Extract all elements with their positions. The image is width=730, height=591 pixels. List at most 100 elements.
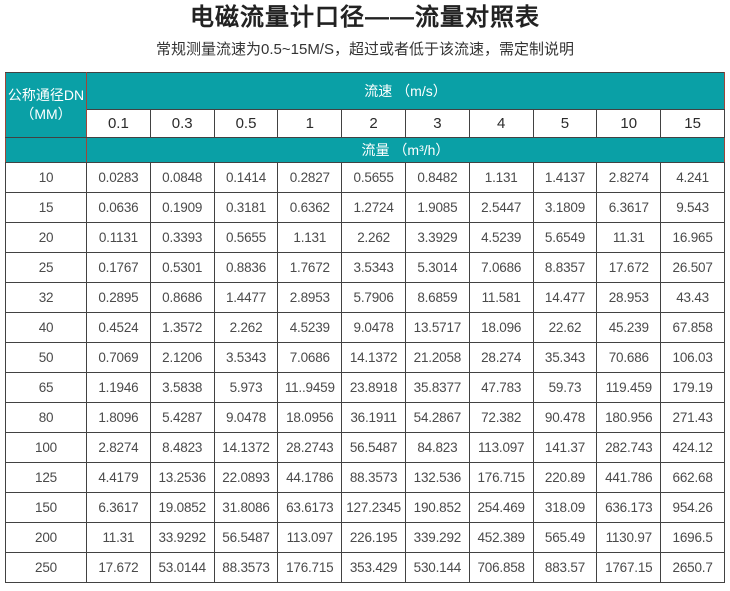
flow-value-cell: 53.0144 (149, 552, 215, 583)
flow-value-cell: 16.965 (660, 222, 725, 253)
flow-value-cell: 0.8836 (213, 252, 279, 283)
flow-value-cell: 1.7672 (277, 252, 343, 283)
flow-value-cell: 226.195 (341, 522, 406, 553)
flow-value-cell: 56.5487 (341, 432, 406, 463)
table-body: 10 0.0283 0.0848 0.1414 0.2827 0.5655 0.8482 1.… (5, 162, 725, 583)
flow-value-cell: 19.0852 (149, 492, 215, 523)
flow-value-cell: 5.973 (213, 372, 279, 403)
flow-value-cell: 530.144 (404, 552, 470, 583)
dn-cell: 50 (5, 342, 87, 373)
flow-value-cell: 2650.7 (660, 552, 725, 583)
flow-value-cell: 6.3617 (86, 492, 151, 523)
flow-value-cell: 662.68 (660, 462, 725, 493)
table-row: 150 6.3617 19.0852 31.8086 63.6173 127.2345 19… (5, 492, 725, 523)
velocity-value-cell: 5 (532, 109, 598, 138)
flow-value-cell: 0.1131 (86, 222, 151, 253)
flow-value-cell: 441.786 (596, 462, 662, 493)
flow-value-cell: 63.6173 (277, 492, 343, 523)
flow-value-cell: 54.2867 (404, 402, 470, 433)
flow-value-cell: 4.241 (660, 162, 725, 193)
velocity-value-cell: 2 (341, 109, 406, 138)
dn-cell: 15 (5, 192, 87, 223)
flow-value-cell: 127.2345 (341, 492, 406, 523)
flow-value-cell: 636.173 (596, 492, 662, 523)
flow-value-cell: 318.09 (532, 492, 598, 523)
dn-cell: 32 (5, 282, 87, 313)
flow-value-cell: 1.131 (277, 222, 343, 253)
flow-value-cell: 43.43 (660, 282, 725, 313)
flow-value-cell: 18.0956 (277, 402, 343, 433)
dn-cell: 250 (5, 552, 87, 583)
flow-value-cell: 1.1946 (86, 372, 151, 403)
flow-value-cell: 14.1372 (341, 342, 406, 373)
table-row: 15 0.0636 0.1909 0.3181 0.6362 1.2724 1.9085 2.… (5, 192, 725, 223)
dn-cell: 65 (5, 372, 87, 403)
velocity-values-row: 0.1 0.3 0.5 1 2 3 4 5 10 15 (6, 109, 725, 138)
flow-value-cell: 17.672 (596, 252, 662, 283)
flow-value-cell: 0.1767 (86, 252, 151, 283)
table-row: 80 1.8096 5.4287 9.0478 18.0956 36.1911 54.286… (5, 402, 725, 433)
flow-value-cell: 84.823 (404, 432, 470, 463)
flow-value-cell: 0.5655 (213, 222, 279, 253)
flow-value-cell: 0.0283 (86, 162, 151, 193)
flow-value-cell: 11..9459 (277, 372, 343, 403)
table-row: 20 0.1131 0.3393 0.5655 1.131 2.262 3.3929 4.52… (5, 222, 725, 253)
flow-value-cell: 0.8482 (404, 162, 470, 193)
table-row: 100 2.8274 8.4823 14.1372 28.2743 56.5487 84.8… (5, 432, 725, 463)
velocity-value-cell: 0.3 (149, 109, 215, 138)
flow-value-cell: 67.858 (660, 312, 725, 343)
flow-value-cell: 2.8274 (596, 162, 662, 193)
flow-header-row: 流量 （m³/h） (5, 137, 725, 163)
flow-header-cell: 流量 （m³/h） (86, 137, 725, 163)
flow-value-cell: 23.8918 (341, 372, 406, 403)
table-row: 125 4.4179 13.2536 22.0893 44.1786 88.3573 132… (5, 462, 725, 493)
flow-value-cell: 2.8953 (277, 282, 343, 313)
flow-value-cell: 0.6362 (277, 192, 343, 223)
flow-value-cell: 70.686 (596, 342, 662, 373)
flow-value-cell: 1.9085 (404, 192, 470, 223)
flow-value-cell: 113.097 (277, 522, 343, 553)
table-row: 50 0.7069 2.1206 3.5343 7.0686 14.1372 21.2058… (5, 342, 725, 373)
flow-value-cell: 5.6549 (532, 222, 598, 253)
table-row: 250 17.672 53.0144 88.3573 176.715 353.429 530… (5, 552, 725, 583)
flow-value-cell: 119.459 (596, 372, 662, 403)
flow-value-cell: 8.4823 (149, 432, 215, 463)
flow-value-cell: 35.343 (532, 342, 598, 373)
flow-value-cell: 22.0893 (213, 462, 279, 493)
flow-value-cell: 14.1372 (213, 432, 279, 463)
flow-value-cell: 14.477 (532, 282, 598, 313)
flow-value-cell: 5.4287 (149, 402, 215, 433)
flow-value-cell: 254.469 (468, 492, 534, 523)
flow-value-cell: 220.89 (532, 462, 598, 493)
flow-value-cell: 7.0686 (277, 342, 343, 373)
flow-value-cell: 1.4137 (532, 162, 598, 193)
flow-value-cell: 9.543 (660, 192, 725, 223)
dn-cell: 200 (5, 522, 87, 553)
flow-value-cell: 13.2536 (149, 462, 215, 493)
flow-value-cell: 0.3393 (149, 222, 215, 253)
flow-value-cell: 565.49 (532, 522, 598, 553)
flow-value-cell: 35.8377 (404, 372, 470, 403)
flow-value-cell: 56.5487 (213, 522, 279, 553)
flow-value-cell: 31.8086 (213, 492, 279, 523)
flow-value-cell: 17.672 (86, 552, 151, 583)
flow-value-cell: 141.37 (532, 432, 598, 463)
dn-cell: 40 (5, 312, 87, 343)
table-row: 40 0.4524 1.3572 2.262 4.5239 9.0478 13.5717 18… (5, 312, 725, 343)
flow-value-cell: 3.5343 (341, 252, 406, 283)
flow-value-cell: 28.953 (596, 282, 662, 313)
flow-value-cell: 1.2724 (341, 192, 406, 223)
flow-value-cell: 4.4179 (86, 462, 151, 493)
flow-value-cell: 45.239 (596, 312, 662, 343)
dn-cell: 125 (5, 462, 87, 493)
dn-cell: 25 (5, 252, 87, 283)
flow-value-cell: 3.5343 (213, 342, 279, 373)
velocity-value-cell: 0.5 (213, 109, 279, 138)
page-subtitle: 常规测量流速为0.5~15M/S，超过或者低于该流速，需定制说明 (156, 41, 574, 58)
flow-value-cell: 339.292 (404, 522, 470, 553)
velocity-value-cell: 1 (277, 109, 343, 138)
flow-value-cell: 33.9292 (149, 522, 215, 553)
flow-value-cell: 106.03 (660, 342, 725, 373)
flow-value-cell: 6.3617 (596, 192, 662, 223)
table-row: 10 0.0283 0.0848 0.1414 0.2827 0.5655 0.8482 1.… (5, 162, 725, 193)
